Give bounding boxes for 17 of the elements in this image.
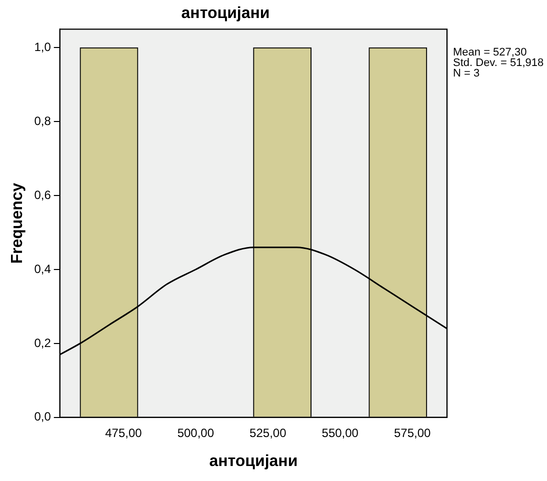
x-tick-label: 525,00	[250, 426, 287, 440]
x-tick-label: 550,00	[322, 426, 359, 440]
y-tick-label: 0,6	[34, 188, 52, 202]
chart-title: антоцијани	[181, 5, 270, 22]
x-axis-title: антоцијани	[209, 452, 298, 470]
text: N = 3	[453, 68, 480, 80]
x-tick-label: 500,00	[177, 426, 214, 440]
x-tick-label: 575,00	[394, 426, 432, 440]
y-tick-label: 0,4	[34, 262, 52, 276]
y-tick-label: 0,8	[34, 114, 52, 128]
y-tick-label: 0,2	[34, 336, 52, 350]
y-axis-title: Frequency	[9, 182, 26, 264]
x-tick-label: 475,00	[105, 426, 142, 440]
text: Std. Dev. = 51,918	[453, 57, 544, 70]
y-tick-label: 1,0	[34, 40, 52, 54]
y-tick-label: 0,0	[34, 410, 52, 424]
text: Mean = 527,30	[453, 46, 527, 59]
